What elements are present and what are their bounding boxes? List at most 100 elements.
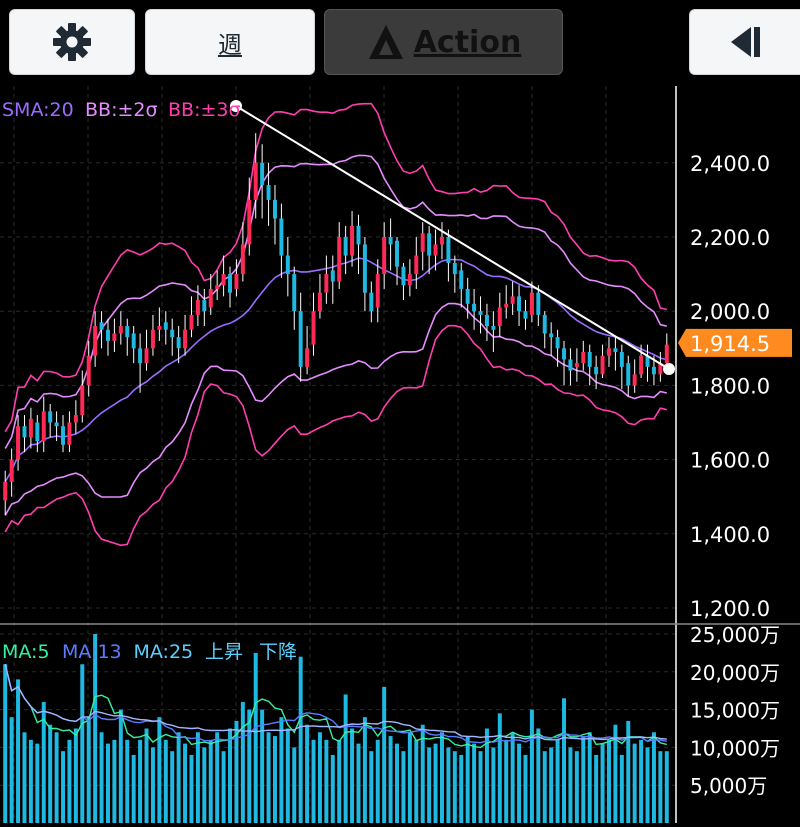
price-legend-item: SMA:20	[2, 99, 74, 121]
period-label: 週	[218, 30, 242, 59]
price-axis: 2,400.0 2,200.0 2,000.0 1,800.0 1,600.0 1,400…	[690, 152, 770, 621]
candlestick	[645, 344, 650, 382]
candlestick	[189, 296, 194, 338]
candle-body	[170, 329, 175, 338]
volume-axis: 25,000万 20,000万 15,000万 10,000万 5,000万	[690, 623, 780, 798]
candle-body	[292, 274, 297, 312]
price-legend: SMA:20 BB:±2σ BB:±3σ	[2, 99, 241, 121]
candle-body	[523, 311, 528, 319]
volume-bar	[472, 743, 477, 823]
candle-body	[86, 355, 91, 386]
candlestick	[317, 274, 322, 319]
chart-area[interactable]: 2,400.0 2,200.0 2,000.0 1,800.0 1,600.0 1,400…	[0, 86, 800, 823]
candle-body	[253, 162, 258, 200]
volume-bar	[311, 739, 316, 823]
volume-bar	[574, 751, 579, 823]
candle-body	[664, 344, 669, 364]
volume-bar	[48, 724, 53, 823]
candlestick	[497, 292, 502, 338]
candlestick	[523, 300, 528, 330]
candlestick	[22, 415, 27, 453]
candle-body	[324, 274, 329, 293]
candlestick	[221, 255, 226, 297]
candle-body	[67, 422, 72, 445]
candlestick	[388, 218, 393, 271]
volume-bar	[664, 751, 669, 823]
candlestick	[504, 285, 509, 319]
period-button[interactable]: 週	[145, 9, 315, 75]
candlestick	[86, 340, 91, 397]
candle-body	[459, 270, 464, 289]
volume-bar	[144, 728, 149, 823]
candlestick	[305, 326, 310, 375]
candlestick	[73, 400, 78, 434]
candle-body	[362, 244, 367, 293]
volume-bar	[562, 698, 567, 823]
candle-body	[433, 244, 438, 256]
candle-body	[491, 326, 496, 330]
candlestick	[459, 262, 464, 308]
volume-bar	[517, 743, 522, 823]
trendline-segment[interactable]	[235, 105, 670, 370]
candle-body	[195, 300, 200, 315]
volume-bar	[420, 724, 425, 823]
candlestick	[170, 318, 175, 356]
volume-bar	[105, 743, 110, 823]
candlestick	[3, 470, 8, 516]
candle-body	[375, 274, 380, 308]
candle-body	[93, 326, 98, 356]
candle-body	[183, 329, 188, 349]
current-price-tag: 1,914.5	[678, 328, 792, 357]
volume-legend-item: 上昇	[205, 641, 243, 663]
candlestick	[626, 355, 631, 397]
action-button[interactable]: Action	[324, 9, 563, 75]
candlestick	[266, 162, 271, 226]
volume-bar	[138, 739, 143, 823]
candle-body	[150, 329, 155, 349]
trendline-handle-end[interactable]	[663, 363, 675, 375]
candlestick	[619, 344, 624, 390]
trendline[interactable]	[230, 100, 675, 375]
volume-bar	[183, 743, 188, 823]
candlestick	[240, 222, 245, 282]
volume-bar	[279, 717, 284, 823]
candlestick	[452, 255, 457, 293]
candlestick	[208, 274, 213, 315]
candle-body	[369, 292, 374, 312]
volume-bar	[99, 732, 104, 823]
volume-bar	[639, 739, 644, 823]
price-legend-item: BB:±3σ	[168, 99, 241, 121]
volume-legend-item: MA:25	[134, 641, 194, 663]
candlestick	[427, 225, 432, 275]
bb-upper-2sigma	[4, 154, 667, 449]
volume-bar	[292, 747, 297, 823]
candle-body	[305, 348, 310, 367]
volume-bar	[112, 739, 117, 823]
candle-body	[16, 426, 21, 460]
volume-moving-averages	[4, 664, 667, 749]
candle-body	[234, 274, 239, 289]
collapse-panel-button[interactable]	[689, 9, 800, 75]
candle-body	[22, 426, 27, 438]
candle-body	[118, 326, 123, 334]
volume-bar	[240, 702, 245, 823]
volume-bar	[298, 656, 303, 823]
stock-chart[interactable]: 2,400.0 2,200.0 2,000.0 1,800.0 1,600.0 1,400…	[0, 86, 800, 823]
candlestick	[529, 281, 534, 323]
candlestick	[510, 281, 515, 315]
candle-body	[260, 162, 265, 186]
candle-body	[41, 411, 46, 442]
sma-20-line	[4, 257, 667, 483]
candle-body	[645, 355, 650, 367]
volume-bar	[581, 736, 586, 823]
candlestick	[600, 344, 605, 378]
volume-tick-label: 20,000万	[690, 661, 780, 685]
settings-button[interactable]	[9, 9, 135, 75]
candle-body	[651, 366, 656, 375]
candle-body	[176, 337, 181, 349]
candlestick	[517, 285, 522, 327]
volume-bar	[67, 739, 72, 823]
trendline-handle-start[interactable]	[230, 100, 242, 112]
candlestick	[202, 288, 207, 327]
candlestick	[542, 311, 547, 349]
